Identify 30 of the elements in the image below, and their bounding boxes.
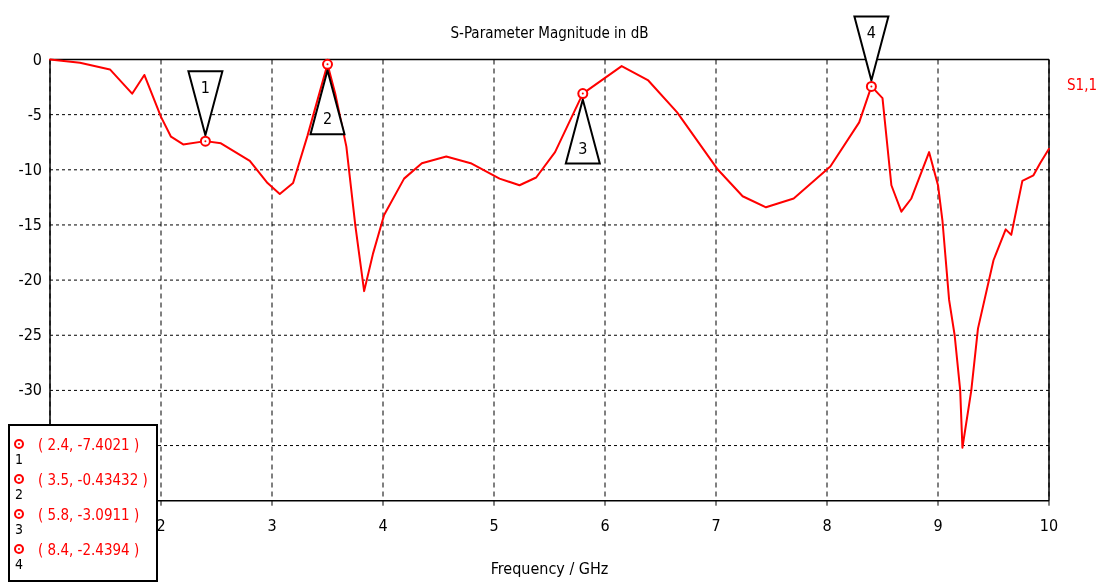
y-tick-label: -25 (18, 325, 42, 345)
text: 2 (14, 486, 24, 502)
annotation: 2 (322, 109, 333, 129)
annotation: ( 3.5, -0.43432 ) (38, 471, 148, 489)
x-tick-label: 9 (933, 515, 943, 535)
x-tick-label: 2 (156, 515, 166, 535)
chart-title: S-Parameter Magnitude in dB (450, 24, 649, 42)
x-tick-label: 3 (267, 515, 277, 535)
text: 1 (14, 451, 24, 467)
y-tick-label: -30 (18, 380, 42, 400)
text: ( 8.4, -2.4394 ) (38, 541, 140, 559)
x-tick-label: 10 (1039, 515, 1059, 535)
text: S1,1 (1067, 75, 1098, 94)
x-tick-label: 7 (711, 515, 721, 535)
annotation: 4 (866, 23, 876, 43)
y-tick-label: -20 (18, 270, 42, 290)
y-tick-label: -10 (18, 159, 42, 179)
x-axis-title: Frequency / GHz (490, 559, 609, 578)
text: ( 5.8, -3.0911 ) (38, 506, 140, 524)
y-tick-label: 0 (32, 49, 42, 69)
y-tick-label: -5 (27, 104, 42, 124)
y-tick-label: -15 (18, 214, 42, 234)
annotation: 3 (578, 138, 588, 158)
x-tick-label: 5 (489, 515, 499, 535)
annotation: ( 2.4, -7.4021 ) (38, 436, 140, 454)
x-tick-label: 8 (822, 515, 832, 535)
text: 4 (14, 556, 24, 572)
x-tick-label: 6 (600, 515, 610, 535)
x-tick-label: 4 (378, 515, 388, 535)
annotation: 1 (200, 78, 210, 98)
